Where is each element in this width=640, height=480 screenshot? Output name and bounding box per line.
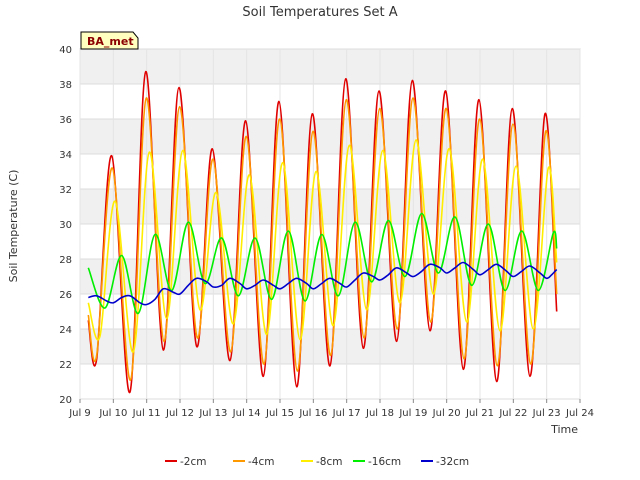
legend-label: -8cm	[316, 456, 342, 468]
y-tick-label: 32	[59, 185, 72, 196]
legend-label: -16cm	[368, 456, 401, 468]
series-line-minus-16cm	[87, 212, 558, 315]
x-tick-label: Jul 18	[365, 408, 394, 419]
x-tick-label: Jul 21	[465, 408, 494, 419]
y-tick-label: 24	[59, 325, 72, 336]
x-axis: Jul 9 Jul 10 Jul 11 Jul 12 Jul 13 Jul 14 Jul 1…	[68, 399, 594, 419]
plot-band	[80, 329, 580, 364]
y-axis: 20 22 24 26 28 30 32 34 36 38 40	[59, 45, 72, 406]
x-tick-label: Jul 11	[132, 408, 161, 419]
grid-lines	[79, 48, 581, 400]
x-tick-label: Jul 19	[398, 408, 427, 419]
y-tick-label: 20	[59, 395, 72, 406]
series-line-minus-32cm	[88, 261, 558, 306]
y-tick-label: 36	[59, 115, 72, 126]
x-tick-label: Jul 10	[98, 408, 127, 419]
x-tick-label: Jul 12	[165, 408, 194, 419]
legend: -2cm -4cm -8cm -16cm -32cm	[165, 456, 469, 468]
series-line-minus-2cm	[87, 70, 558, 393]
plot-band	[80, 49, 580, 84]
y-tick-label: 38	[59, 80, 72, 91]
plot-band	[80, 189, 580, 224]
station-badge-label: BA_met	[87, 35, 134, 48]
chart-title: Soil Temperatures Set A	[242, 5, 397, 20]
y-axis-label: Soil Temperature (C)	[7, 170, 20, 283]
series-line-minus-4cm	[87, 97, 558, 381]
x-tick-label: Jul 16	[298, 408, 327, 419]
x-axis-label: Time	[550, 423, 578, 436]
y-tick-label: 40	[59, 45, 72, 56]
x-tick-label: Jul 20	[432, 408, 461, 419]
y-tick-label: 30	[59, 220, 72, 231]
legend-label: -2cm	[180, 456, 206, 468]
series-lines	[87, 70, 558, 393]
y-tick-label: 22	[59, 360, 72, 371]
x-tick-label: Jul 15	[265, 408, 294, 419]
x-tick-label: Jul 9	[68, 408, 91, 419]
plot-band	[80, 119, 580, 154]
x-tick-label: Jul 23	[532, 408, 561, 419]
station-badge: BA_met	[80, 31, 139, 50]
station-badge-box	[80, 31, 139, 50]
x-tick-label: Jul 17	[332, 408, 361, 419]
x-tick-label: Jul 13	[198, 408, 227, 419]
x-tick-label: Jul 24	[565, 408, 594, 419]
legend-label: -4cm	[248, 456, 274, 468]
x-tick-label: Jul 14	[232, 408, 261, 419]
y-tick-label: 26	[59, 290, 72, 301]
y-tick-label: 28	[59, 255, 72, 266]
legend-label: -32cm	[436, 456, 469, 468]
y-tick-label: 34	[59, 150, 72, 161]
x-tick-label: Jul 22	[498, 408, 527, 419]
series-line-minus-8cm	[87, 139, 558, 353]
